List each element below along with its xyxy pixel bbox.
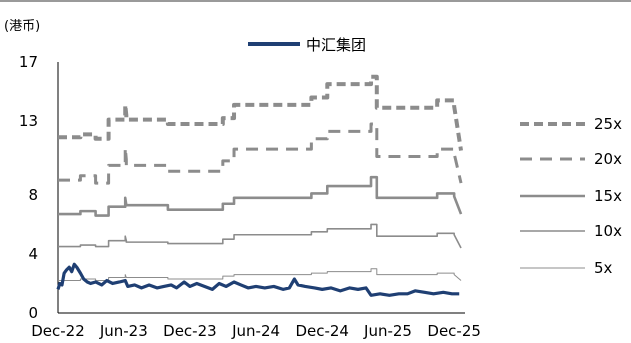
y-tick-label: 8 [28,186,38,204]
x-tick-label: Dec-25 [427,322,481,340]
x-tick-label: Jun-24 [231,322,280,340]
y-tick-labels: 0 4 8 13 17 [19,53,38,322]
band-legend-label-10x: 10x [594,222,622,240]
legend-label-price: 中汇集团 [306,36,366,54]
x-tick-label: Jun-23 [99,322,148,340]
x-tick-label: Jun-25 [363,322,412,340]
band-legend: 25x 20x 15x 10x 5x [520,115,622,277]
series-line-25x [58,74,463,151]
x-tick-label: Dec-24 [295,322,349,340]
series-line-5x [58,268,462,282]
y-tick-label: 0 [28,304,38,322]
y-tick-label: 13 [19,112,38,130]
top-rule [0,0,631,2]
x-tick-label: Dec-23 [163,322,217,340]
series-line-15x [58,175,463,217]
series-line-10x [58,223,462,249]
y-tick-label: 4 [28,245,38,263]
x-tick-label: Dec-22 [31,322,85,340]
unit-label: (港币) [4,19,40,34]
band-legend-label-5x: 5x [594,259,613,277]
series-line-20x [58,122,463,185]
y-tick-label: 17 [19,53,38,71]
axes [57,62,465,314]
band-legend-label-20x: 20x [594,150,622,168]
band-legend-label-25x: 25x [594,115,622,133]
series-lines [56,74,463,297]
band-legend-label-15x: 15x [594,187,622,205]
x-tick-labels: Dec-22 Jun-23 Dec-23 Jun-24 Dec-24 Jun-25 Dec-… [31,322,481,340]
series-line-中汇集团 [56,262,460,297]
legend: 中汇集团 [248,36,366,54]
